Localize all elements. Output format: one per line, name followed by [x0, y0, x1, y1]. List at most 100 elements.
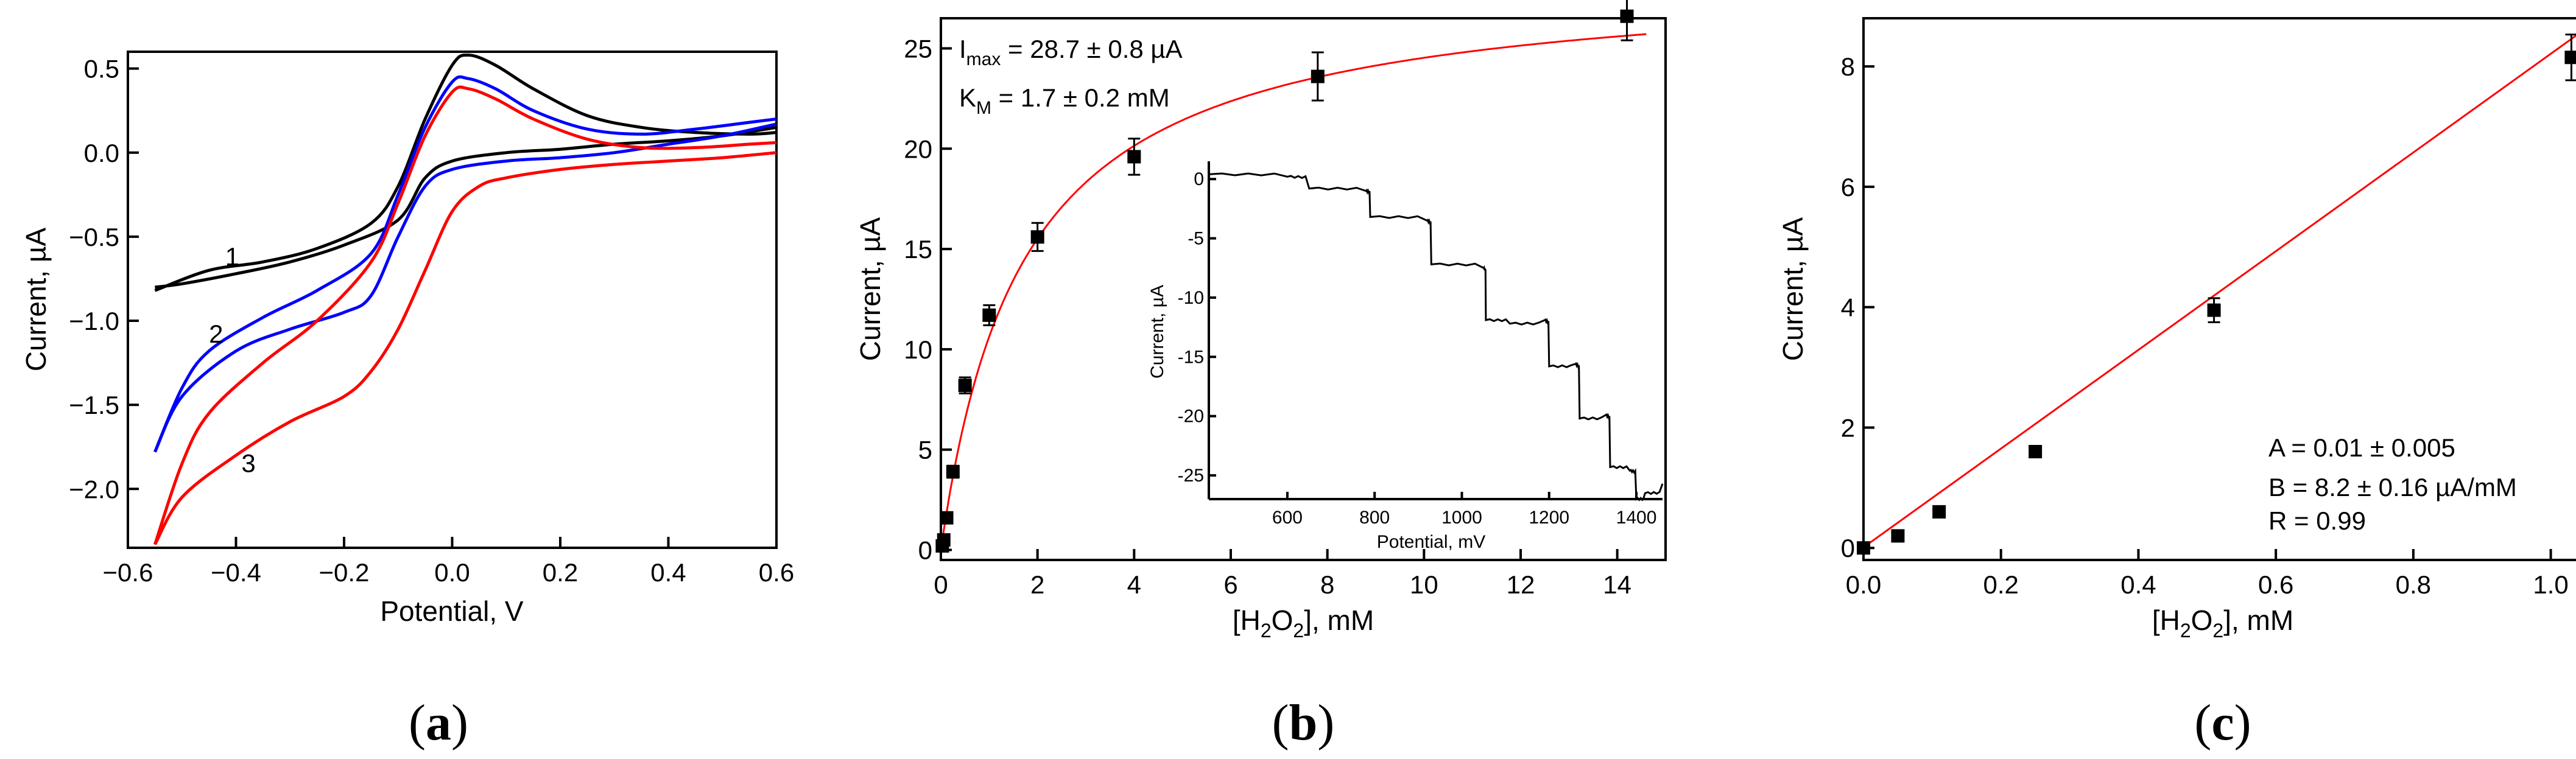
panel-b-fit-curve: [940, 33, 1647, 550]
cv-curve-3-forward: [153, 85, 777, 545]
panel-a-y-axis: 0.5 0.0 −0.5 −1.0 −1.5 −2.0: [69, 55, 139, 503]
panel-b-x-tick-label: 14: [1603, 570, 1631, 599]
data-point: [2029, 445, 2043, 458]
panel-b-x-tick-label: 0: [934, 570, 948, 599]
panel-a-y-tick-label: −0.5: [69, 223, 119, 251]
panel-a-series: [153, 53, 777, 545]
data-point: [1030, 230, 1044, 244]
panel-a-x-label: Potential, V: [380, 595, 524, 627]
panel-c-b-annotation: B = 8.2 ± 0.16 µA/mM: [2268, 473, 2517, 502]
panel-c-r-annotation: R = 0.99: [2268, 506, 2366, 535]
panel-c-y-tick-label: 0: [1841, 534, 1855, 562]
inset-y-tick-label: -20: [1178, 407, 1204, 427]
panel-c-x-tick-label: 1.0: [2533, 570, 2568, 599]
cv-curve-label: 3: [241, 449, 255, 478]
data-point: [958, 379, 972, 393]
panel-b-x-tick-label: 4: [1127, 570, 1141, 599]
cv-curve-1-forward: [154, 53, 777, 292]
panel-b-x-tick-label: 10: [1410, 570, 1438, 599]
panel-b-y-label: Current, µA: [854, 217, 886, 361]
cv-curve-label: 1: [225, 242, 239, 271]
panel-b-y-tick-label: 20: [904, 135, 932, 163]
inset-y-tick-label: 0: [1194, 169, 1204, 189]
panel-c-chart: 0.0 0.2 0.4 0.6 0.8 1.0 0 2 4 6 8 A = 0.01 ± 0.00…: [1777, 17, 2576, 642]
panel-c-a-annotation: A = 0.01 ± 0.005: [2268, 433, 2455, 462]
inset-x-tick-label: 800: [1359, 508, 1390, 528]
panel-b-x-axis: 0 2 4 6 8 10 12 14: [934, 549, 1631, 599]
panel-a-x-tick-label: −0.4: [211, 558, 261, 587]
panel-label-a: (a): [409, 694, 468, 751]
panel-c-data-points: [1857, 33, 2576, 555]
panel-a-x-tick-label: −0.6: [103, 558, 153, 587]
cv-curve-3-backward: [153, 151, 777, 545]
panel-a-x-tick-label: 0.2: [543, 558, 578, 587]
panel-c-plot-frame: [1862, 17, 2576, 561]
data-point: [1857, 541, 1870, 555]
data-point: [1620, 9, 1634, 23]
panel-c-fit-line: [1863, 34, 2576, 548]
linear-fit-line: [1863, 34, 2576, 548]
panel-b-x-label: [H2O2], mM: [1233, 604, 1374, 642]
panel-a-y-tick-label: 0.0: [84, 139, 119, 167]
michaelis-menten-fit-curve: [940, 33, 1647, 550]
data-point: [2564, 51, 2576, 65]
data-point: [1127, 150, 1141, 164]
panel-b-y-tick-label: 25: [904, 34, 932, 63]
panel-a-x-tick-label: −0.2: [319, 558, 370, 587]
inset-x-tick-label: 1000: [1441, 508, 1482, 528]
cv-curve-1-backward: [155, 125, 777, 289]
data-point: [982, 308, 996, 322]
panel-c-x-label: [H2O2], mM: [2152, 604, 2293, 642]
panel-b-x-tick-label: 2: [1030, 570, 1044, 599]
inset-y-tick-label: -10: [1178, 288, 1204, 308]
inset-x-tick-label: 600: [1272, 508, 1303, 528]
panel-a-x-axis: −0.6 −0.4 −0.2 0.0 0.2 0.4 0.6: [103, 537, 794, 587]
panel-c-y-tick-label: 6: [1841, 173, 1855, 201]
panel-b-y-tick-label: 0: [918, 536, 932, 565]
panel-a-x-tick-label: 0.0: [434, 558, 470, 587]
panel-a-plot-frame: [127, 51, 778, 549]
panel-c-x-tick-label: 0.0: [1846, 570, 1881, 599]
inset-x-tick-label: 1400: [1616, 508, 1657, 528]
panel-c-x-axis: 0.0 0.2 0.4 0.6 0.8 1.0: [1846, 549, 2569, 599]
data-point: [946, 464, 960, 478]
panel-b-plot-frame: [940, 17, 1667, 561]
panel-b-x-tick-label: 6: [1223, 570, 1237, 599]
panel-a-x-tick-label: 0.4: [650, 558, 686, 587]
inset-amperometric-trace: [1208, 172, 1664, 502]
panel-c-x-tick-label: 0.6: [2258, 570, 2293, 599]
panel-b-data-points: [935, 0, 1634, 553]
panel-b-y-axis: 0 5 10 15 20 25: [904, 34, 952, 565]
data-point: [1932, 505, 1946, 519]
inset-y-tick-label: -5: [1188, 229, 1204, 249]
panel-b-y-tick-label: 5: [918, 436, 932, 464]
panel-a-y-tick-label: −2.0: [69, 475, 119, 503]
inset-y-tick-label: -25: [1178, 466, 1204, 486]
panel-b-x-tick-label: 8: [1320, 570, 1334, 599]
panel-c-x-tick-label: 0.8: [2396, 570, 2431, 599]
panel-a-y-tick-label: −1.5: [69, 391, 119, 419]
cv-curve-label: 2: [209, 320, 223, 348]
data-point: [2207, 303, 2221, 317]
panel-c-y-tick-label: 4: [1841, 293, 1855, 322]
inset-x-axis: 600 800 1000 1200 1400: [1272, 492, 1656, 528]
panel-b-y-tick-label: 10: [904, 335, 932, 364]
panel-b-x-tick-label: 12: [1507, 570, 1535, 599]
panel-b-chart: 0 2 4 6 8 10 12 14 0 5 10 15 20 25 Imax = 28.7 ± 0.8…: [854, 0, 1667, 642]
inset-y-axis: 0 -5 -10 -15 -20 -25: [1178, 169, 1216, 486]
data-point: [1311, 69, 1325, 83]
cv-curve-2-backward: [153, 122, 777, 453]
data-point: [937, 533, 951, 547]
panel-c-y-tick-label: 2: [1841, 413, 1855, 442]
panel-b-km-annotation: KM = 1.7 ± 0.2 mM: [959, 83, 1170, 118]
panel-b-y-tick-label: 15: [904, 235, 932, 264]
panel-label-c: (c): [2194, 694, 2251, 751]
cv-curve-2-forward: [153, 75, 777, 453]
panel-a-curve-labels: 1 2 3: [209, 242, 256, 478]
inset-y-label: Current, µA: [1147, 285, 1167, 379]
inset-x-tick-label: 1200: [1529, 508, 1569, 528]
panel-c-x-tick-label: 0.4: [2120, 570, 2156, 599]
panel-label-b: (b): [1272, 694, 1335, 751]
inset-y-tick-label: -15: [1178, 347, 1204, 367]
